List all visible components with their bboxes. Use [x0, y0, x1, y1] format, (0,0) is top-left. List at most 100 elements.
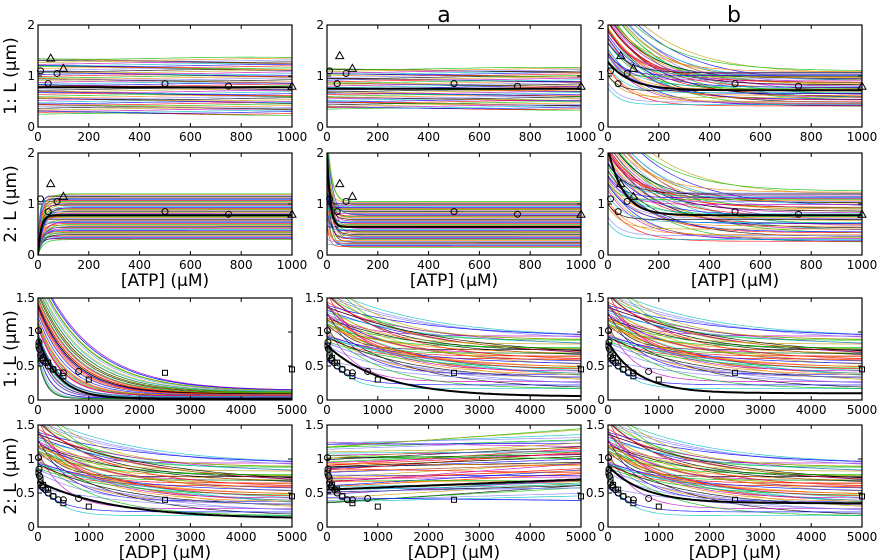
x-tick-label: 0	[604, 130, 612, 144]
x-tick-label: 1000	[566, 130, 597, 144]
x-tick-label: 3000	[175, 530, 206, 544]
fit-line	[608, 61, 862, 92]
panel-r1-c2: 0 200 400 600 800 1000 0 1 2 [ATP] (µM)	[597, 146, 877, 291]
y-tick-label: 0	[316, 248, 324, 262]
series-line	[327, 455, 581, 459]
x-tick-label: 2000	[413, 403, 444, 417]
x-tick-label: 0	[34, 130, 42, 144]
square-marker	[50, 366, 57, 373]
series-line	[38, 201, 292, 255]
y-tick-label: 1	[597, 325, 605, 339]
circle-marker	[605, 338, 613, 346]
series-line	[38, 198, 292, 255]
series-line	[42, 298, 292, 393]
series-line	[60, 425, 292, 467]
circle-marker	[53, 197, 61, 205]
series-line	[38, 223, 292, 255]
y-tick-label: 1	[316, 452, 324, 466]
series-line	[608, 449, 862, 494]
series-line	[329, 298, 581, 351]
series-line	[38, 232, 292, 255]
series-line	[327, 442, 581, 445]
series-line	[38, 451, 292, 515]
circle-marker	[348, 369, 356, 377]
series-line	[615, 298, 862, 338]
square-marker	[60, 500, 67, 507]
circle-marker	[44, 80, 52, 88]
series-line	[327, 66, 581, 70]
series-line	[327, 497, 581, 501]
x-tick-label: 0	[34, 530, 42, 544]
series-line	[630, 153, 862, 206]
circle-marker	[629, 496, 637, 504]
series-line	[608, 180, 862, 219]
square-marker	[329, 354, 336, 361]
series-line	[327, 447, 581, 453]
x-tick-label: 2000	[413, 530, 444, 544]
series-line	[327, 188, 581, 207]
series-line	[327, 322, 581, 367]
circle-marker	[325, 345, 333, 353]
circle-marker	[161, 208, 169, 216]
series-line	[38, 316, 292, 396]
series-line	[327, 434, 581, 445]
series-line	[327, 439, 581, 448]
triangle-marker	[58, 63, 69, 72]
series-family	[38, 425, 292, 517]
series-line	[38, 200, 292, 255]
x-tick-label: 600	[749, 258, 772, 272]
fit-line	[38, 480, 292, 519]
circle-marker	[333, 489, 341, 497]
series-line	[327, 474, 581, 477]
y-tick-label: 0.5	[305, 359, 324, 373]
triangle-marker	[45, 53, 56, 62]
axes-frame	[607, 297, 863, 401]
series-family	[38, 56, 292, 116]
series-line	[38, 70, 292, 74]
panel-r1-c0: 0 200 400 600 800 1000 0 1 2 [ATP] (µM) 2: L (µm)	[1, 146, 307, 291]
series-line	[608, 65, 862, 94]
x-tick-label: 800	[800, 258, 823, 272]
series-line	[327, 346, 581, 390]
circle-marker	[606, 345, 614, 353]
y-tick-label: 1	[316, 69, 324, 83]
series-line	[327, 451, 581, 463]
y-tick-label: 2	[27, 146, 35, 160]
x-tick-label: 600	[179, 130, 202, 144]
series-line	[608, 430, 862, 499]
series-line	[613, 153, 862, 234]
series-line	[327, 204, 581, 234]
series-line	[38, 237, 292, 255]
x-tick-label: 4000	[515, 530, 546, 544]
series-line	[38, 333, 292, 397]
series-line	[608, 179, 862, 202]
series-line	[327, 200, 581, 208]
panel-r2-c2: 0 1000 2000 3000 4000 5000 0 0.5 1 1.5	[586, 291, 877, 417]
series-line	[327, 464, 581, 472]
circle-marker	[614, 489, 622, 497]
square-marker	[162, 496, 168, 503]
square-marker	[50, 493, 57, 500]
circle-marker	[36, 345, 44, 353]
series-line	[327, 207, 581, 210]
triangle-marker	[347, 191, 358, 200]
x-tick-label: 400	[698, 130, 721, 144]
x-axis-label: [ATP] (µM)	[691, 271, 779, 291]
y-tick-label: 0	[597, 120, 605, 134]
series-line	[327, 100, 581, 103]
series-line	[38, 235, 292, 255]
circle-marker	[514, 82, 521, 90]
x-tick-label: 1000	[74, 530, 105, 544]
x-tick-label: 4000	[796, 530, 827, 544]
square-marker	[732, 496, 738, 503]
x-tick-label: 0	[323, 130, 331, 144]
series-line	[327, 211, 581, 245]
series-line	[608, 464, 862, 498]
series-line	[38, 227, 292, 255]
series-family	[327, 298, 581, 390]
circle-marker	[333, 208, 341, 216]
panel-r0-c1: 0 200 400 600 800 1000 0 1 2	[316, 18, 596, 144]
y-tick-label: 1	[27, 325, 35, 339]
series-line	[327, 201, 581, 214]
